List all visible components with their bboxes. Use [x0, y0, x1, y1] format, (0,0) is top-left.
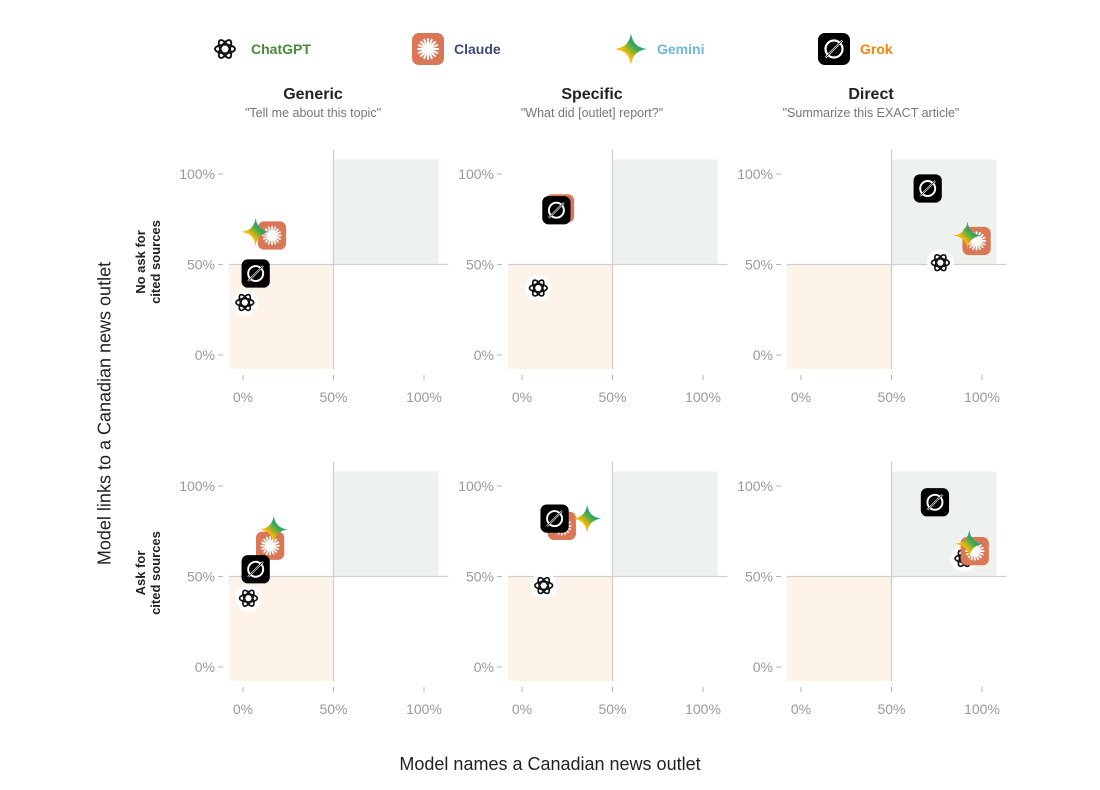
y-tick-label: 0% — [753, 347, 773, 363]
y-tick-label: 0% — [474, 659, 494, 675]
y-tick-label: 100% — [179, 478, 215, 494]
y-tick-label: 50% — [187, 257, 215, 273]
x-tick-label: 100% — [964, 389, 1000, 405]
quadrant-lower-left — [787, 265, 892, 370]
point-grok-icon — [242, 259, 270, 287]
quadrant-lower-left — [508, 265, 613, 370]
x-tick-label: 100% — [964, 701, 1000, 717]
point-grok-icon — [921, 488, 949, 516]
y-tick-label: 50% — [745, 257, 773, 273]
quadrant-lower-left — [787, 577, 892, 682]
quadrant-upper-right — [613, 472, 718, 577]
x-tick-label: 50% — [598, 389, 626, 405]
x-tick-label: 0% — [791, 389, 811, 405]
quadrant-upper-right — [334, 472, 439, 577]
x-tick-label: 0% — [233, 389, 253, 405]
x-tick-label: 100% — [406, 389, 442, 405]
y-tick-label: 0% — [195, 347, 215, 363]
x-tick-label: 50% — [877, 701, 905, 717]
point-grok-icon — [242, 555, 270, 583]
y-tick-label: 50% — [187, 569, 215, 585]
panel-r0-c0: 0% 50% 100% 0% 50% 100% — [179, 150, 448, 405]
point-grok-icon — [914, 174, 942, 202]
x-tick-label: 50% — [598, 701, 626, 717]
point-grok-icon — [540, 504, 568, 532]
point-chatgpt-icon — [927, 249, 953, 275]
y-tick-label: 0% — [195, 659, 215, 675]
x-tick-label: 100% — [685, 701, 721, 717]
point-chatgpt-icon — [530, 572, 556, 598]
x-tick-label: 50% — [319, 701, 347, 717]
quadrant-lower-left — [508, 577, 613, 682]
y-tick-label: 50% — [466, 569, 494, 585]
x-tick-label: 0% — [233, 701, 253, 717]
quadrant-upper-right — [334, 160, 439, 265]
x-tick-label: 100% — [685, 389, 721, 405]
point-chatgpt-icon — [525, 275, 551, 301]
x-tick-label: 0% — [512, 389, 532, 405]
point-claude-icon — [258, 221, 286, 249]
x-tick-label: 100% — [406, 701, 442, 717]
panel-r1-c0: 0% 50% 100% 0% 50% 100% — [179, 462, 448, 717]
y-tick-label: 0% — [474, 347, 494, 363]
point-chatgpt-icon — [235, 585, 261, 611]
point-chatgpt-icon — [232, 289, 258, 315]
quadrant-upper-right — [613, 160, 718, 265]
point-gemini-icon — [573, 504, 601, 532]
y-tick-label: 100% — [737, 166, 773, 182]
scatter-panels: 0% 50% 100% 0% 50% 100% 0% 50% 100% 0% 50% 100% 0% 50… — [0, 0, 1100, 790]
point-grok-icon — [542, 196, 570, 224]
y-tick-label: 100% — [179, 166, 215, 182]
panel-r1-c1: 0% 50% 100% 0% 50% 100% — [458, 462, 727, 717]
y-tick-label: 0% — [753, 659, 773, 675]
panel-r0-c1: 0% 50% 100% 0% 50% 100% — [458, 150, 727, 405]
y-tick-label: 100% — [458, 166, 494, 182]
y-tick-label: 100% — [737, 478, 773, 494]
x-tick-label: 50% — [877, 389, 905, 405]
y-tick-label: 100% — [458, 478, 494, 494]
panel-r0-c2: 0% 50% 100% 0% 50% 100% — [737, 150, 1006, 405]
y-tick-label: 50% — [745, 569, 773, 585]
x-tick-label: 0% — [791, 701, 811, 717]
y-tick-label: 50% — [466, 257, 494, 273]
x-tick-label: 0% — [512, 701, 532, 717]
panel-r1-c2: 0% 50% 100% 0% 50% 100% — [737, 462, 1006, 717]
x-tick-label: 50% — [319, 389, 347, 405]
